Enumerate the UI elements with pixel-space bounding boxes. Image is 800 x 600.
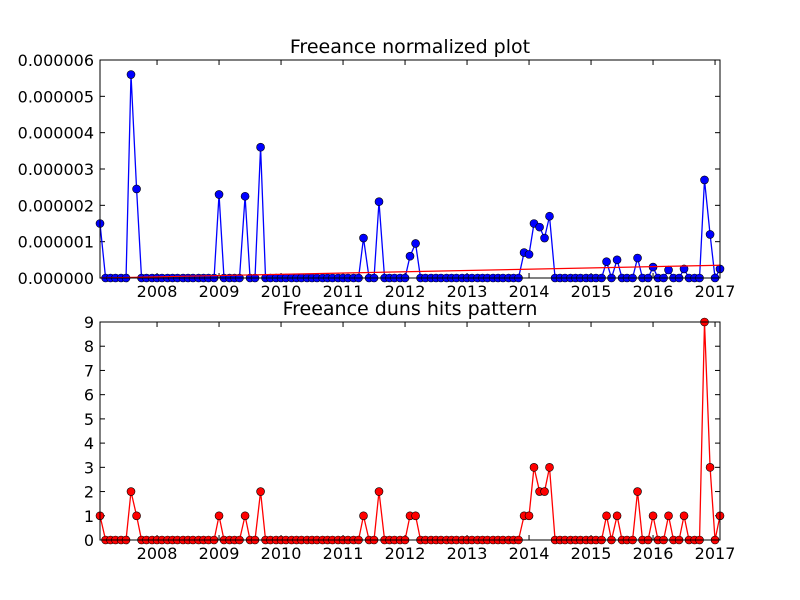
data-point <box>359 233 368 243</box>
y-tick-label: 1 <box>84 507 94 526</box>
data-point <box>602 511 611 521</box>
data-point <box>132 184 141 194</box>
x-tick-label: 2015 <box>571 282 612 301</box>
y-tick-label: 7 <box>84 361 94 380</box>
data-point <box>374 197 384 206</box>
data-point <box>602 257 611 266</box>
y-tick-label: 4 <box>84 434 94 453</box>
x-tick-label: 2014 <box>509 282 550 301</box>
y-tick-label: 0 <box>84 531 94 550</box>
chart-panel-1: 2008 2009 2010 2011 2012 2013 2014 2015 2016 2017… <box>18 36 736 301</box>
x-tick-label: 2017 <box>695 544 736 563</box>
data-point <box>700 175 709 185</box>
x-tick-label: 2010 <box>261 544 302 563</box>
x-tick-label: 2013 <box>447 282 488 301</box>
y-tick-label: 9 <box>84 313 94 332</box>
x-tick-label: 2011 <box>323 544 364 563</box>
data-point <box>545 211 554 221</box>
x-tick-label: 2015 <box>571 544 612 563</box>
x-tick-label: 2013 <box>447 544 488 563</box>
x-tick-label: 2017 <box>695 282 736 301</box>
data-point <box>679 264 689 274</box>
x-tick-label: 2010 <box>261 282 302 301</box>
y-tick-label: 3 <box>84 458 94 477</box>
data-point <box>540 233 549 243</box>
data-point <box>679 511 689 521</box>
chart-panel-2: 2008 2009 2010 2011 2012 2013 2014 2015 2016 2017… <box>84 298 736 563</box>
data-point <box>633 487 642 496</box>
x-tick-label: 2008 <box>137 544 178 563</box>
y-tick-label: 0.000005 <box>18 87 94 106</box>
data-point <box>529 463 539 472</box>
data-point <box>648 511 658 521</box>
data-point <box>132 511 141 521</box>
data-point <box>240 511 250 521</box>
data-point <box>405 251 415 261</box>
x-tick-label: 2012 <box>385 282 426 301</box>
x-tick-label: 2014 <box>509 544 550 563</box>
trend-line <box>99 264 721 279</box>
data-point <box>524 511 534 521</box>
data-point <box>411 239 420 248</box>
data-point <box>359 511 368 521</box>
data-point <box>411 511 420 521</box>
y-tick-label: 0.000003 <box>18 160 94 179</box>
chart-title: Freeance normalized plot <box>290 36 530 58</box>
data-point <box>705 463 715 472</box>
data-point <box>240 191 250 201</box>
y-tick-label: 6 <box>84 386 94 405</box>
x-tick-label: 2008 <box>137 282 178 301</box>
data-point <box>633 253 642 263</box>
x-tick-label: 2009 <box>199 544 240 563</box>
x-tick-label: 2016 <box>633 282 674 301</box>
data-point <box>126 487 136 496</box>
y-tick-label: 0.000001 <box>18 233 94 252</box>
data-point <box>214 190 224 199</box>
y-tick-label: 8 <box>84 337 94 356</box>
y-tick-label: 0.000000 <box>18 269 94 288</box>
data-point <box>540 487 549 496</box>
data-point <box>374 487 384 496</box>
data-point <box>126 70 136 79</box>
data-point <box>612 511 622 521</box>
data-point <box>664 511 673 521</box>
data-point <box>256 487 265 496</box>
data-point <box>256 142 265 152</box>
data-point <box>545 463 554 472</box>
y-tick-label: 0.000002 <box>18 196 94 215</box>
y-tick-label: 0.000006 <box>18 51 94 70</box>
data-point <box>535 222 544 232</box>
data-point <box>524 250 534 259</box>
data-point <box>214 511 224 521</box>
y-tick-label: 2 <box>84 483 94 502</box>
data-point <box>612 255 622 265</box>
x-tick-label: 2009 <box>199 282 240 301</box>
x-tick-label: 2011 <box>323 282 364 301</box>
chart-title: Freeance duns hits pattern <box>283 298 538 320</box>
x-tick-label: 2016 <box>633 544 674 563</box>
data-point <box>664 265 673 275</box>
x-tick-label: 2012 <box>385 544 426 563</box>
axes-frame <box>99 321 721 541</box>
data-point <box>705 230 715 239</box>
y-tick-label: 0.000004 <box>18 124 94 143</box>
plot-area <box>100 322 720 540</box>
plot-area <box>100 60 720 278</box>
y-tick-label: 5 <box>84 410 94 429</box>
axes-frame <box>99 59 721 279</box>
